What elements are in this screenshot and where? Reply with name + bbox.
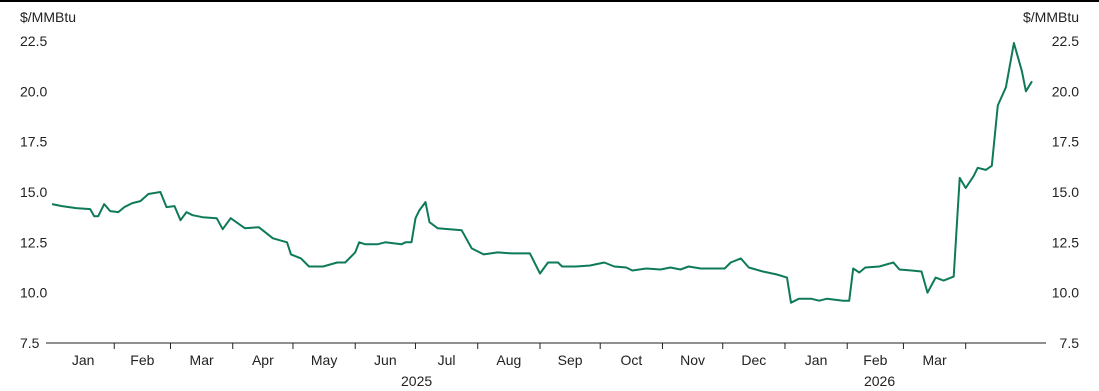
y-tick-label-left: 17.5 <box>20 134 47 150</box>
y-tick-label-left: 10.0 <box>20 285 47 301</box>
y-tick-label-left: 20.0 <box>20 83 47 99</box>
y-tick-label-right: 10.0 <box>1052 285 1079 301</box>
year-label: 2026 <box>864 373 895 389</box>
y-tick-label-right: 12.5 <box>1052 234 1079 250</box>
x-tick-label: Feb <box>863 352 887 368</box>
y-axis-left: 7.5 10.0 12.5 15.0 17.5 20.0 22.5 <box>20 33 52 351</box>
x-tick-label: Apr <box>252 352 274 368</box>
x-tick-label: Nov <box>680 352 705 368</box>
y-tick-label-right: 15.0 <box>1052 184 1079 200</box>
x-tick-label: Feb <box>130 352 154 368</box>
y-axis-right: 7.5 10.0 12.5 15.0 17.5 20.0 22.5 <box>1040 33 1079 351</box>
y-tick-label-left: 12.5 <box>20 234 47 250</box>
x-tick-label: Jul <box>438 352 456 368</box>
y-tick-label-right: 7.5 <box>1060 335 1080 351</box>
y-axis-title-right: $/MMBtu <box>1023 9 1079 25</box>
x-tick-label: Dec <box>741 352 766 368</box>
year-label: 2025 <box>401 373 432 389</box>
series-line <box>51 42 1033 304</box>
y-tick-label-left: 22.5 <box>20 33 47 49</box>
x-tick-label: Mar <box>190 352 214 368</box>
y-axis-title-left: $/MMBtu <box>20 9 76 25</box>
x-tick-label: Aug <box>496 352 521 368</box>
y-tick-label-left: 15.0 <box>20 184 47 200</box>
x-tick-label: Jun <box>374 352 397 368</box>
x-tick-label: Oct <box>620 352 642 368</box>
y-tick-label-right: 20.0 <box>1052 83 1079 99</box>
x-tick-label: Sep <box>558 352 583 368</box>
y-tick-label-left: 7.5 <box>20 335 40 351</box>
x-axis: Jan Feb Mar Apr May Jun Jul Aug Sep Oct Nov Dec Jan F… <box>52 342 1040 368</box>
y-tick-label-right: 17.5 <box>1052 134 1079 150</box>
year-labels: 2025 2026 <box>401 373 895 389</box>
x-tick-label: Jan <box>72 352 95 368</box>
x-tick-label: Mar <box>923 352 947 368</box>
x-tick-label: May <box>311 352 337 368</box>
y-tick-label-right: 22.5 <box>1052 33 1079 49</box>
x-tick-label: Jan <box>805 352 828 368</box>
